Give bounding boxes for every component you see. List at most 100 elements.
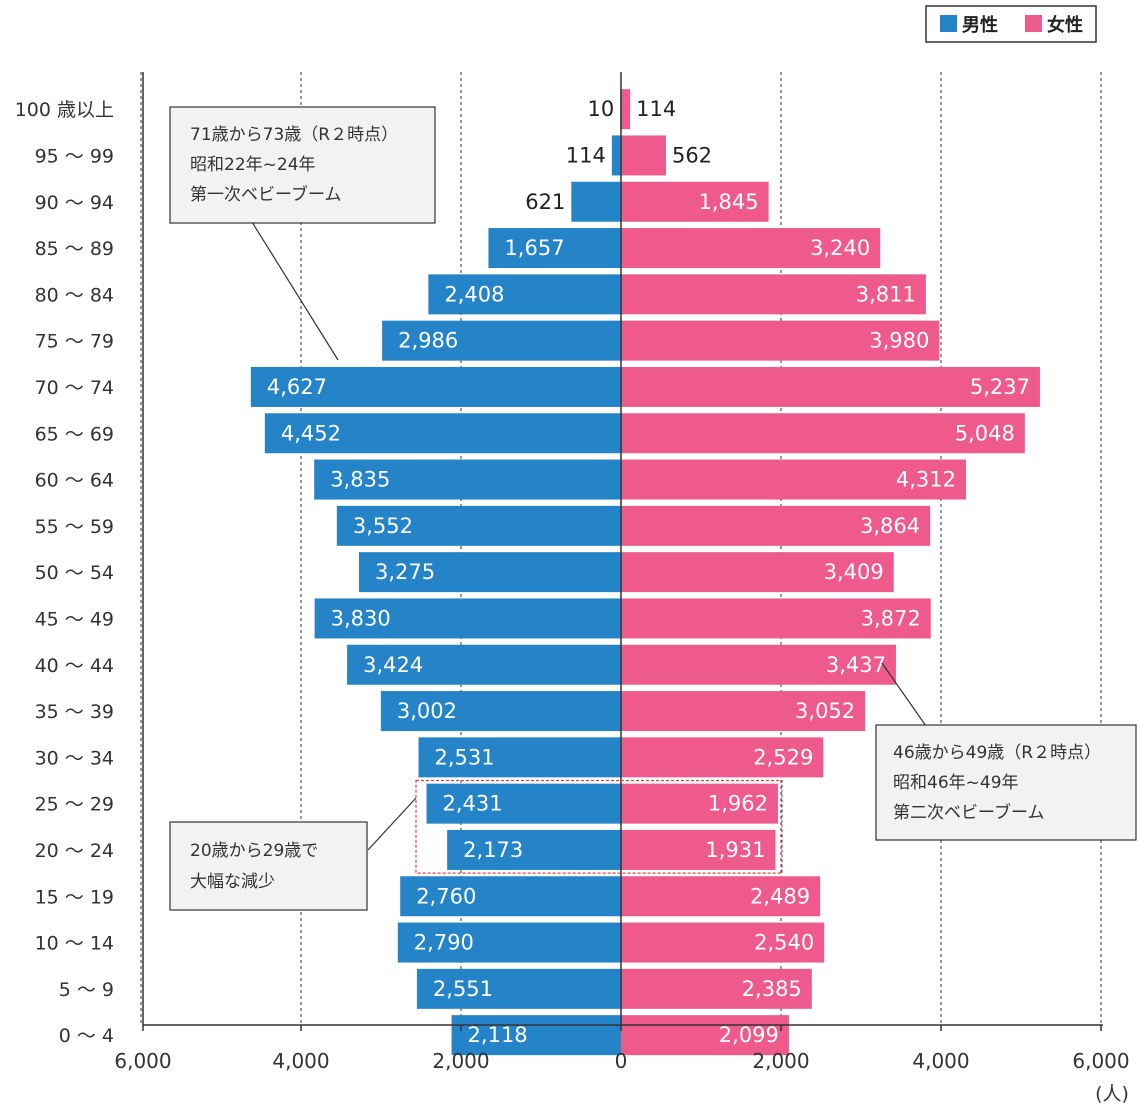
- bar-female: [621, 829, 776, 870]
- bar-label-female: 3,240: [810, 236, 870, 260]
- bar-female: [621, 968, 812, 1009]
- bar-male: [416, 968, 621, 1009]
- age-group-label: 95 〜 99: [35, 145, 114, 167]
- age-group-label: 5 〜 9: [59, 979, 114, 1001]
- bar-label-male: 2,118: [468, 1023, 528, 1047]
- bar-label-male: 3,830: [331, 606, 391, 630]
- bar-male: [382, 320, 621, 361]
- bar-female: [621, 598, 931, 639]
- bar-label-female: 3,864: [860, 514, 920, 538]
- bar-male: [314, 459, 621, 500]
- bar-male: [397, 922, 621, 963]
- annotation-line: 第一次ベビーブーム: [190, 184, 341, 205]
- x-tick-label: 6,000: [114, 1049, 171, 1073]
- bar-label-female: 3,052: [795, 699, 855, 723]
- bar-label-male: 2,790: [414, 931, 474, 955]
- legend-female-label: 女性: [1047, 14, 1083, 36]
- legend-male-swatch: [940, 15, 957, 32]
- bar-label-male: 2,173: [463, 838, 523, 862]
- bar-label-male: 3,275: [375, 560, 435, 584]
- bar-label-female: 2,099: [719, 1023, 779, 1047]
- age-group-label: 100 歳以上: [15, 99, 114, 121]
- bar-label-male: 3,552: [353, 514, 413, 538]
- bar-label-female: 5,237: [970, 375, 1030, 399]
- bar-male: [488, 228, 621, 269]
- bar-female: [621, 922, 825, 963]
- annotation-line: 昭和22年~24年: [190, 155, 316, 175]
- x-tick-label: 4,000: [272, 1049, 329, 1073]
- bar-male: [447, 829, 621, 870]
- annotation-line: 71歳から73歳（R２時点）: [190, 125, 398, 145]
- bar-male: [380, 691, 621, 732]
- age-group-label: 55 〜 59: [35, 516, 114, 538]
- bar-label-male: 2,531: [435, 745, 495, 769]
- bar-male: [347, 644, 621, 685]
- legend-female-swatch: [1025, 15, 1042, 32]
- bar-label-female: 1,931: [705, 838, 765, 862]
- annotation-line: 第二次ベビーブーム: [893, 802, 1044, 823]
- bar-label-male: 2,551: [433, 977, 493, 1001]
- bar-label-male: 2,408: [444, 282, 504, 306]
- annotation-line: 20歳から29歳で: [190, 841, 318, 861]
- bar-labels: 10 114 114 562 621 1,845 1,657 3,240 2,408 3,811 2…: [267, 97, 1030, 1047]
- bar-label-male: 3,424: [363, 653, 423, 677]
- bar-label-female: 3,409: [824, 560, 884, 584]
- annotation-second-baby-boom: 46歳から49歳（R２時点） 昭和46年~49年 第二次ベビーブーム: [875, 724, 1137, 841]
- bar-label-female: 3,872: [861, 606, 921, 630]
- x-tick-label: 2,000: [752, 1049, 809, 1073]
- x-unit-label: (人): [1095, 1083, 1129, 1105]
- bar-label-female: 4,312: [896, 468, 956, 492]
- bar-label-female: 2,489: [750, 884, 810, 908]
- bar-label-male: 114: [566, 143, 606, 167]
- bar-label-female: 114: [636, 97, 676, 121]
- annotation-leader-2: [881, 662, 927, 727]
- bar-female: [621, 228, 881, 269]
- age-group-label: 20 〜 24: [35, 840, 114, 862]
- bar-label-female: 2,385: [742, 977, 802, 1001]
- bar-label-female: 5,048: [955, 421, 1015, 445]
- age-group-label: 85 〜 89: [35, 238, 114, 260]
- highlight-20-29-box: [415, 779, 783, 874]
- bar-male: [250, 366, 621, 407]
- x-tick-label: 0: [615, 1049, 628, 1073]
- bar-male: [400, 876, 621, 917]
- bar-male: [426, 783, 621, 824]
- bar-male: [418, 737, 621, 778]
- x-tick-label: 2,000: [432, 1049, 489, 1073]
- age-group-label: 10 〜 14: [35, 933, 114, 955]
- bar-label-male: 4,452: [281, 421, 341, 445]
- annotation-line: 昭和46年~49年: [893, 773, 1019, 793]
- annotation-line: 46歳から49歳（R２時点）: [893, 743, 1101, 763]
- age-group-label: 0 〜 4: [59, 1025, 114, 1047]
- bars: [250, 89, 1040, 1056]
- age-group-label: 30 〜 34: [35, 747, 114, 769]
- bar-female: [621, 89, 631, 130]
- legend-male-label: 男性: [962, 14, 998, 36]
- annotation-20-29-decline: 20歳から29歳で 大幅な減少: [169, 821, 368, 911]
- x-tick-label: 6,000: [1072, 1049, 1129, 1073]
- bar-female: [621, 274, 926, 315]
- bar-label-male: 2,986: [398, 329, 458, 353]
- annotation-box: [875, 724, 1137, 841]
- bar-female: [621, 459, 966, 500]
- bar-male: [611, 135, 621, 176]
- annotation-first-baby-boom: 71歳から73歳（R２時点） 昭和22年~24年 第一次ベビーブーム: [169, 106, 436, 224]
- bar-male: [428, 274, 621, 315]
- bar-female: [621, 552, 894, 593]
- bar-female: [621, 876, 821, 917]
- bar-female: [621, 135, 666, 176]
- bar-label-male: 4,627: [267, 375, 327, 399]
- x-axis: 6,000 4,000 2,000 0 2,000 4,000 6,000: [114, 72, 1130, 1073]
- bar-female: [621, 181, 769, 222]
- age-group-label: 50 〜 54: [35, 562, 114, 584]
- bar-label-male: 10: [587, 97, 614, 121]
- bar-label-female: 2,529: [753, 745, 813, 769]
- bar-female: [621, 691, 866, 732]
- bar-male: [314, 598, 621, 639]
- annotation-leader-1: [251, 221, 339, 361]
- bar-female: [621, 783, 778, 824]
- annotation-box: [169, 106, 436, 224]
- bar-female: [621, 366, 1040, 407]
- bar-male: [451, 1015, 621, 1056]
